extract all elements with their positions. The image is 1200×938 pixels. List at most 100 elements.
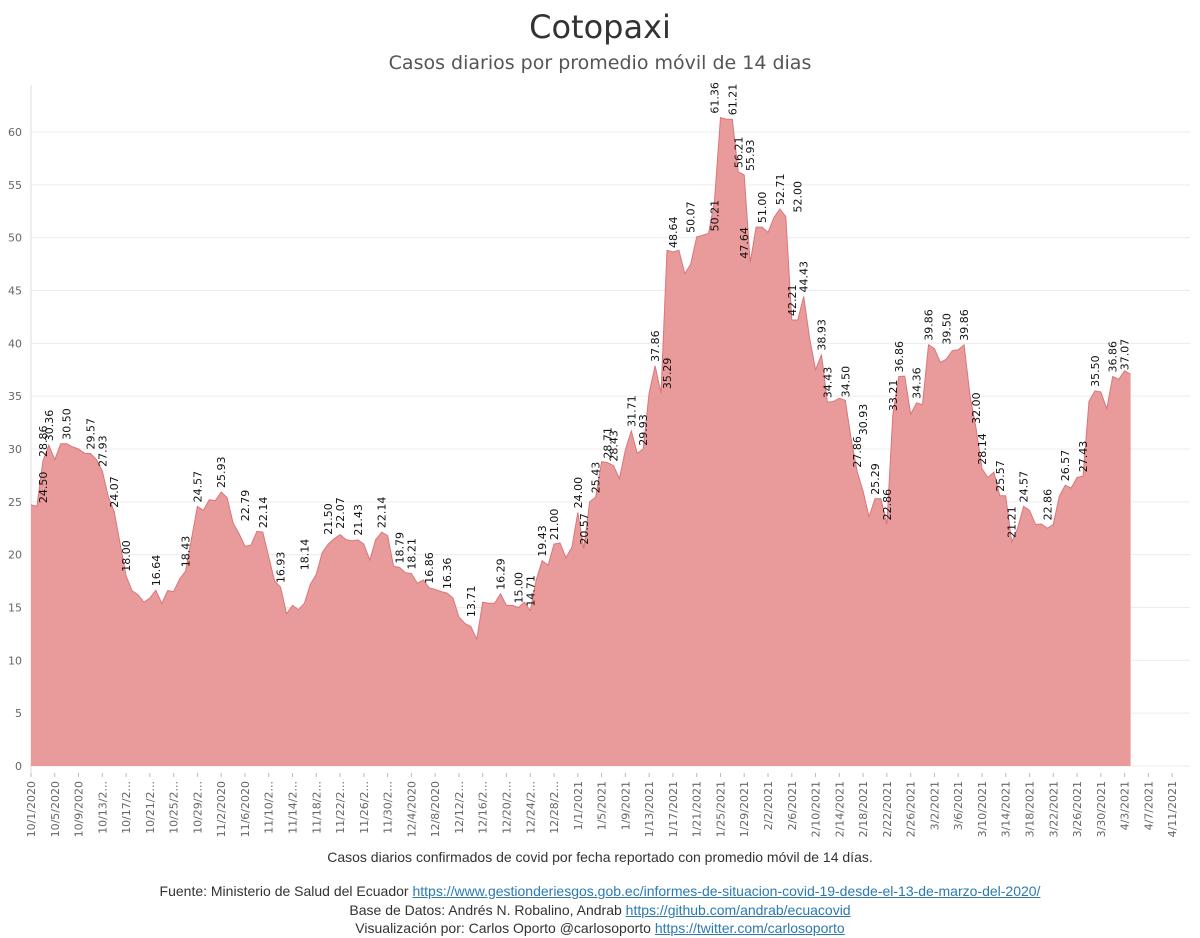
data-label: 61.36: [709, 82, 722, 114]
data-label: 50.07: [685, 201, 698, 233]
data-label: 34.36: [911, 367, 924, 399]
x-tick-label: 3/18/2021: [1024, 781, 1037, 837]
data-label: 38.93: [816, 319, 829, 351]
data-label: 51.00: [756, 192, 769, 224]
x-tick-label: 4/7/2021: [1142, 781, 1155, 830]
data-label: 20.57: [578, 513, 591, 545]
footer-visualization: Visualización por: Carlos Oporto @carlos…: [0, 920, 1200, 936]
x-tick-label: 12/16/2...: [477, 781, 490, 834]
x-tick-label: 11/6/2020: [239, 781, 252, 837]
x-tick-label: 10/25/2...: [168, 781, 181, 834]
twitter-link[interactable]: https://twitter.com/carlosoporto: [654, 920, 845, 936]
data-label: 29.57: [84, 418, 97, 450]
data-label: 50.21: [709, 200, 722, 232]
data-label: 13.71: [465, 586, 478, 618]
data-label: 39.86: [923, 309, 936, 341]
x-tick-label: 11/26/2...: [358, 781, 371, 834]
data-label: 22.86: [881, 489, 894, 521]
x-tick-label: 2/26/2021: [905, 781, 918, 837]
chart-title: Cotopaxi: [529, 8, 671, 46]
x-tick-label: 1/21/2021: [691, 781, 704, 837]
x-tick-label: 2/10/2021: [810, 781, 823, 837]
data-label: 28.14: [976, 433, 989, 465]
source-link[interactable]: https://www.gestionderiesgos.gob.ec/info…: [412, 883, 1041, 899]
data-label: 29.93: [637, 414, 650, 446]
x-tick-label: 11/22/2...: [334, 781, 347, 834]
data-label: 16.64: [150, 555, 163, 587]
data-label: 24.57: [191, 471, 204, 503]
x-tick-label: 3/14/2021: [1000, 781, 1013, 837]
database-link[interactable]: https://github.com/andrab/ecuacovid: [625, 902, 851, 918]
data-label: 25.57: [994, 460, 1007, 492]
x-tick-label: 11/14/2...: [287, 781, 300, 834]
data-label: 34.43: [821, 367, 834, 399]
data-label: 36.86: [1107, 341, 1120, 373]
data-label: 52.00: [792, 181, 805, 213]
data-label: 31.71: [625, 395, 638, 427]
y-tick-label: 30: [8, 443, 22, 456]
data-label: 47.64: [738, 227, 751, 259]
data-label: 25.43: [590, 462, 603, 494]
y-tick-label: 25: [8, 496, 22, 509]
y-tick-label: 20: [8, 549, 22, 562]
data-label: 21.50: [322, 503, 335, 535]
x-tick-label: 12/12/2...: [453, 781, 466, 834]
x-tick-label: 3/30/2021: [1095, 781, 1108, 837]
data-label: 22.86: [1041, 489, 1054, 521]
data-label: 28.86: [37, 426, 50, 458]
data-label: 48.64: [667, 217, 680, 249]
data-label: 25.29: [869, 463, 882, 495]
data-label: 24.57: [1018, 471, 1031, 503]
data-label: 18.14: [298, 539, 311, 571]
x-tick-label: 12/28/2...: [548, 781, 561, 834]
x-tick-label: 11/2/2020: [215, 781, 228, 837]
data-label: 34.50: [839, 366, 852, 398]
data-label: 16.93: [275, 552, 288, 584]
x-tick-label: 2/22/2021: [881, 781, 894, 837]
data-label: 30.36: [43, 410, 56, 442]
data-label: 15.00: [512, 572, 525, 604]
data-label: 32.00: [970, 392, 983, 424]
data-label: 18.00: [120, 540, 133, 572]
y-tick-label: 40: [8, 337, 22, 350]
x-tick-label: 12/4/2020: [405, 781, 418, 837]
y-tick-label: 5: [15, 707, 22, 720]
data-label: 26.57: [1059, 450, 1072, 482]
x-tick-label: 11/10/2...: [263, 781, 276, 834]
data-label: 55.93: [744, 140, 757, 172]
data-label: 35.50: [1089, 355, 1102, 387]
data-label: 21.43: [352, 504, 365, 536]
x-tick-label: 12/20/2...: [501, 781, 514, 834]
x-tick-label: 12/8/2020: [429, 781, 442, 837]
y-tick-label: 55: [8, 179, 22, 192]
x-tick-label: 1/29/2021: [738, 781, 751, 837]
x-tick-label: 10/1/2020: [25, 781, 38, 837]
chart-subtitle: Casos diarios por promedio móvil de 14 d…: [388, 52, 812, 74]
x-tick-label: 3/10/2021: [976, 781, 989, 837]
x-tick-label: 10/29/2...: [191, 781, 204, 834]
data-label: 36.86: [893, 341, 906, 373]
data-label: 22.14: [376, 497, 389, 529]
x-tick-label: 12/24/2...: [524, 781, 537, 834]
x-tick-label: 3/22/2021: [1047, 781, 1060, 837]
data-label: 24.07: [108, 476, 121, 508]
y-tick-label: 15: [8, 602, 22, 615]
x-tick-label: 2/14/2021: [833, 781, 846, 837]
data-label: 18.43: [180, 536, 193, 568]
data-label: 27.93: [96, 435, 109, 467]
x-tick-label: 2/6/2021: [786, 781, 799, 830]
x-tick-label: 11/30/2...: [382, 781, 395, 834]
y-tick-label: 50: [8, 232, 22, 245]
data-label: 27.86: [851, 436, 864, 468]
x-tick-label: 10/5/2020: [49, 781, 62, 837]
x-tick-label: 4/11/2021: [1166, 781, 1179, 837]
x-tick-label: 10/21/2...: [144, 781, 157, 834]
data-label: 16.86: [423, 552, 436, 584]
x-tick-label: 1/17/2021: [667, 781, 680, 837]
y-tick-label: 60: [8, 126, 22, 139]
x-tick-label: 2/2/2021: [762, 781, 775, 830]
x-tick-label: 3/2/2021: [928, 781, 941, 830]
data-label: 39.86: [958, 309, 971, 341]
x-axis: 10/1/2020 10/5/2020 10/9/2020 10/13/2... 10/…: [25, 773, 1179, 837]
